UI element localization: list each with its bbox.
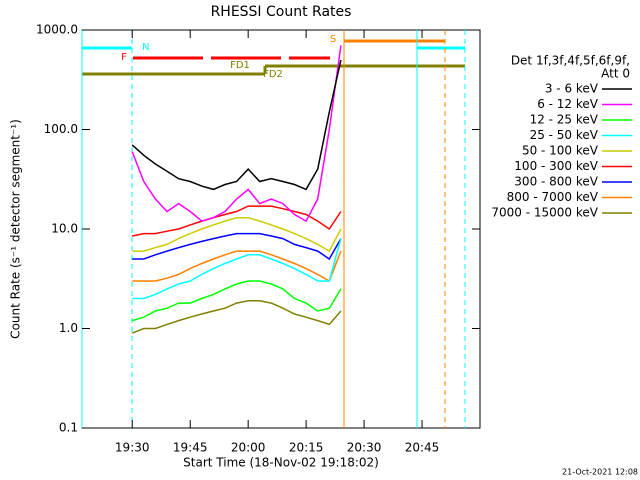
y-axis-label: Count Rate (s⁻¹ detector segment⁻¹): [9, 119, 23, 339]
markers: [81, 30, 466, 428]
chart-title: RHESSI Count Rates: [211, 4, 352, 20]
series-line: [131, 300, 342, 334]
legend-title: Att 0: [601, 67, 630, 81]
x-tick-label: 19:45: [173, 441, 208, 455]
series-line: [132, 250, 342, 283]
legend-label: 25 - 50 keV: [530, 128, 599, 142]
x-tick-label: 20:00: [231, 441, 266, 455]
annotation: FD1: [230, 60, 250, 71]
y-tick-label: 1.0: [59, 321, 78, 335]
legend-title: Det 1f,3f,4f,5f,6f,9f,: [511, 54, 630, 68]
series-line: [132, 238, 342, 300]
footer: 21-Oct-2021 12:08: [562, 468, 638, 477]
annotation: S: [330, 34, 336, 45]
annotation: FD2: [263, 69, 283, 80]
series-line: [131, 59, 342, 191]
legend-label: 300 - 800 keV: [514, 175, 598, 189]
legend-label: 100 - 300 keV: [514, 159, 598, 173]
y-tick-label: 10.0: [51, 222, 78, 236]
annotation: F: [121, 52, 127, 63]
series-line: [131, 45, 342, 223]
legend-label: 50 - 100 keV: [522, 144, 599, 158]
legend-label: 3 - 6 keV: [545, 82, 599, 96]
status-bars: [82, 39, 465, 76]
series-line: [132, 216, 342, 253]
legend-label: 12 - 25 keV: [530, 113, 599, 127]
y-tick-label: 1000.0: [36, 23, 78, 37]
series-line: [132, 205, 342, 237]
series-line: [131, 280, 342, 322]
legend-label: 6 - 12 keV: [537, 97, 599, 111]
series-line: [132, 232, 342, 261]
x-tick-label: 19:30: [115, 441, 150, 455]
x-axis-label: Start Time (18-Nov-02 19:18:02): [183, 456, 379, 470]
x-tick-label: 20:15: [289, 441, 324, 455]
y-tick-label: 100.0: [44, 122, 78, 136]
x-tick-label: 20:45: [405, 441, 440, 455]
annotation: N: [142, 42, 149, 53]
x-tick-label: 20:30: [347, 441, 382, 455]
y-tick-label: 0.1: [59, 421, 78, 435]
legend-label: 800 - 7000 keV: [507, 190, 599, 204]
legend-label: 7000 - 15000 keV: [491, 206, 598, 220]
